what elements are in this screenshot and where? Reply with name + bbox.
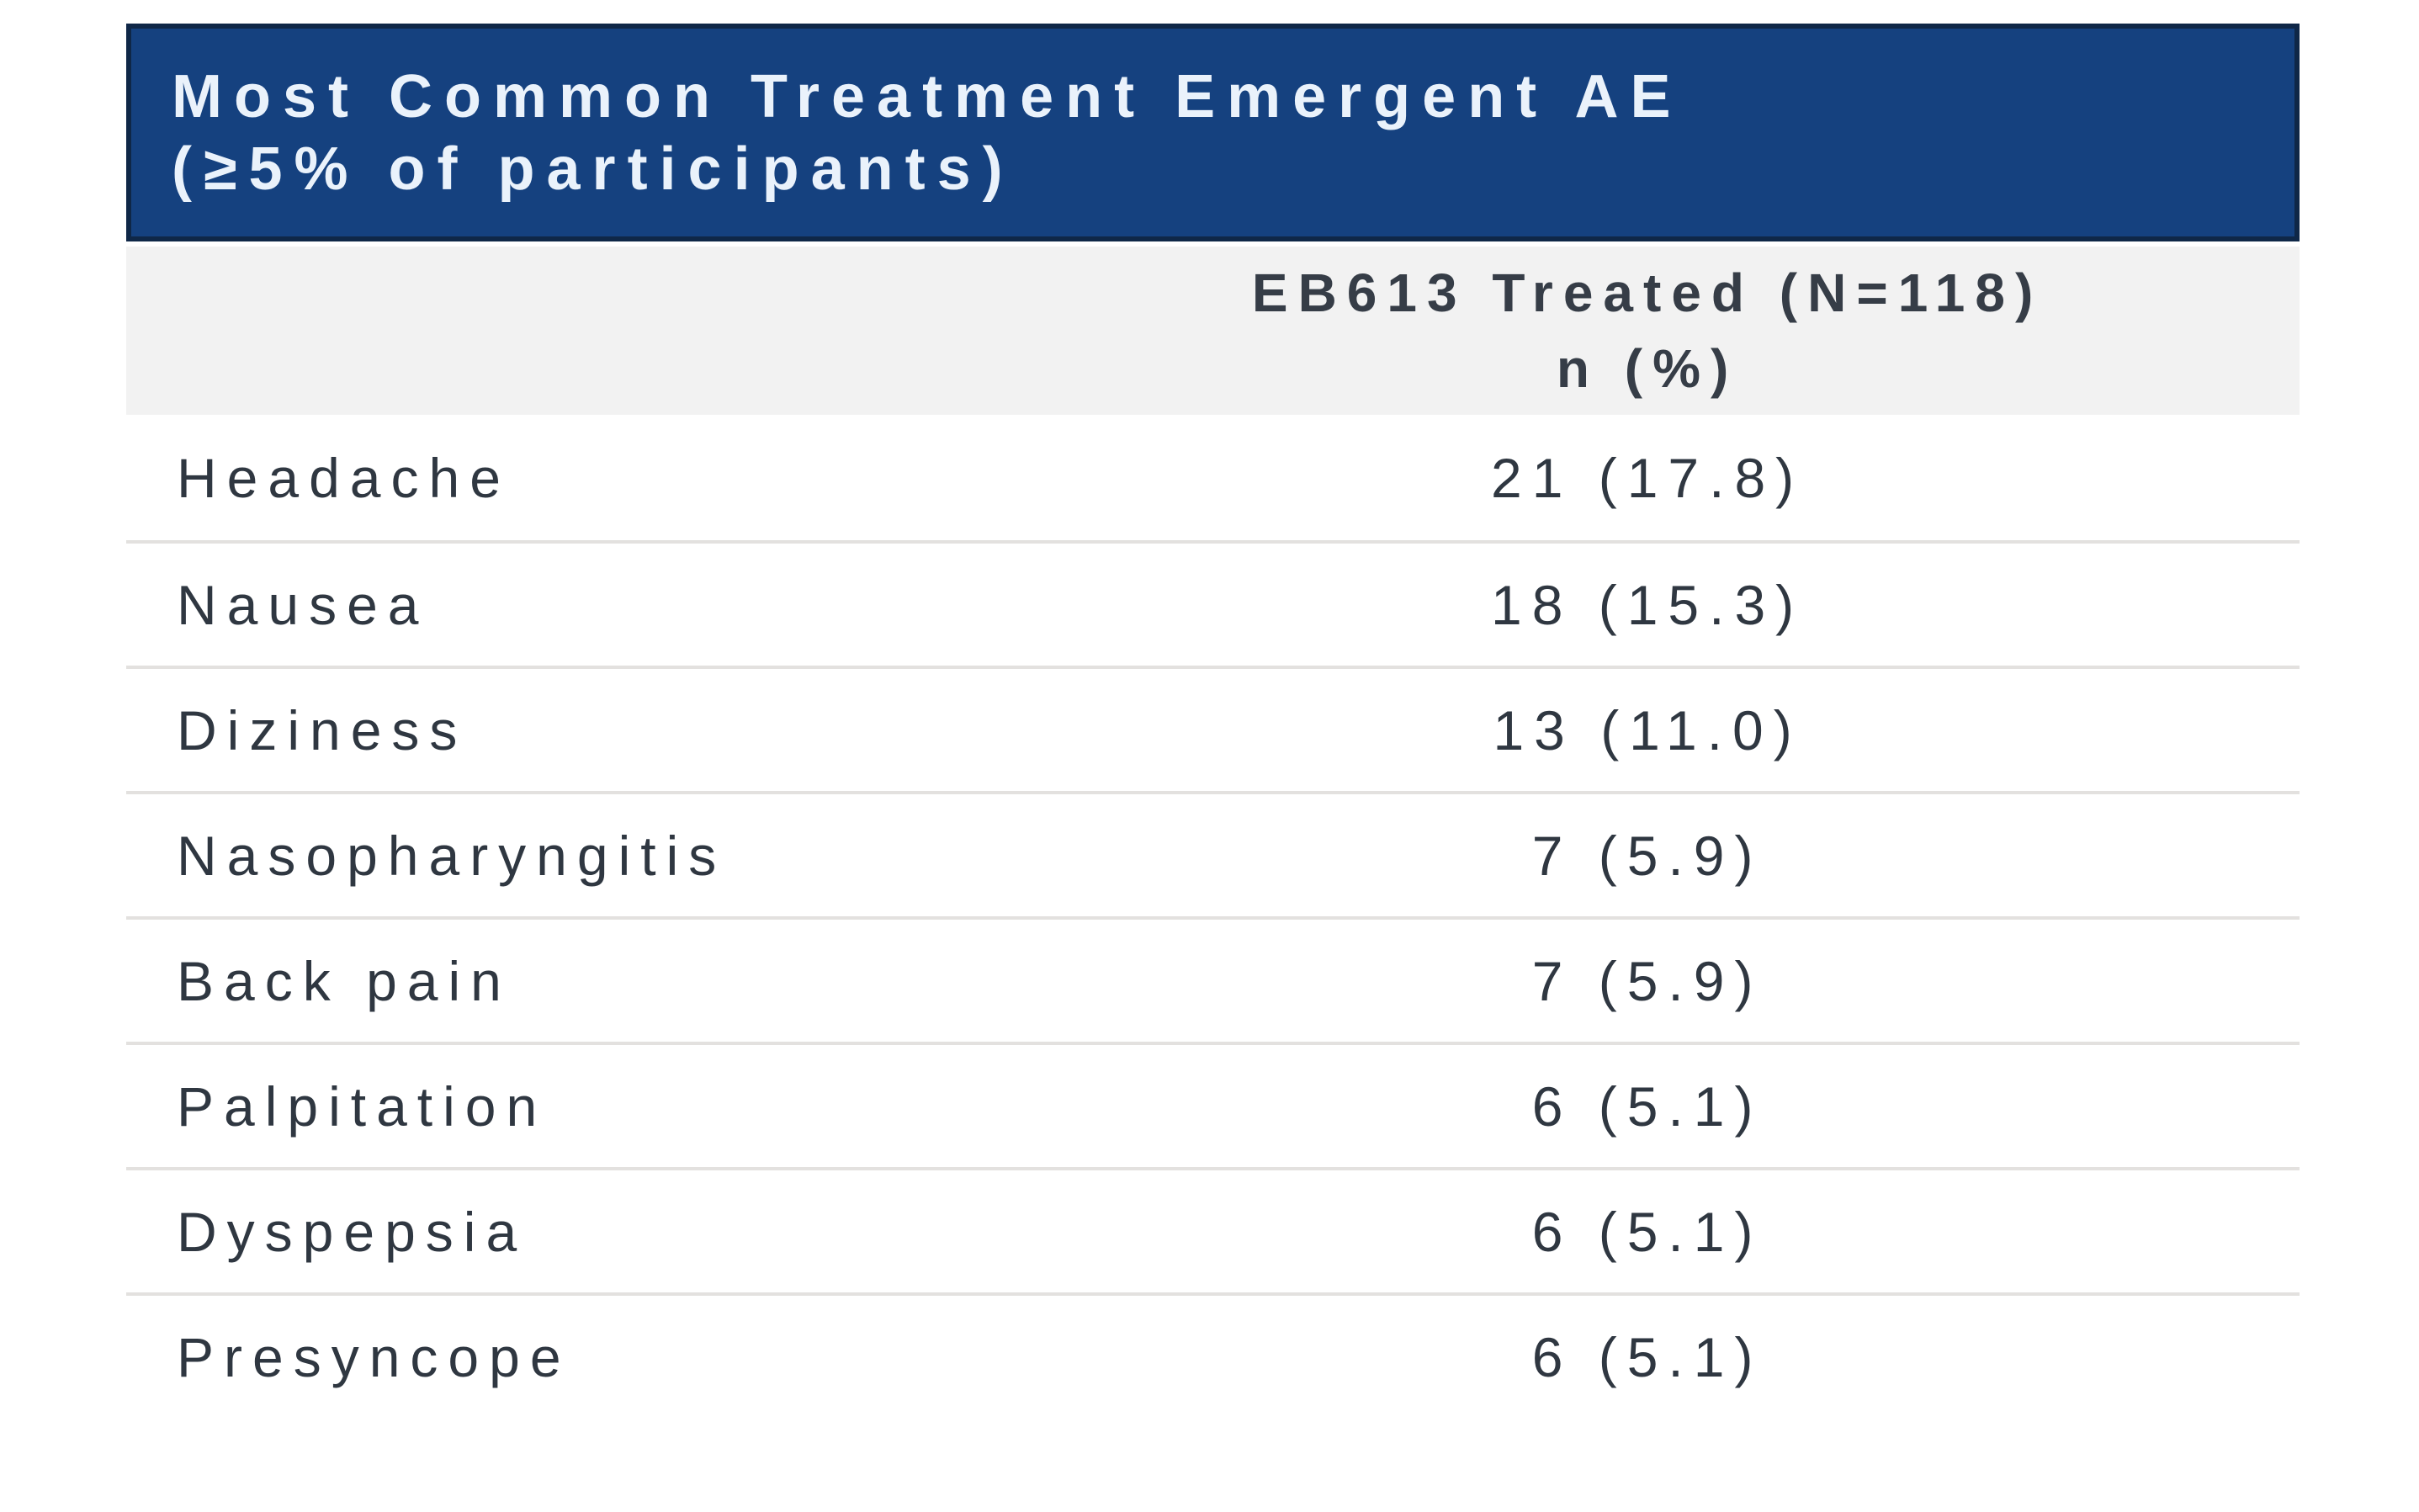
table-title-line1: Most Common Treatment Emergent AE	[172, 62, 1683, 130]
row-label: Dyspepsia	[177, 1200, 528, 1263]
row-value: 6 (5.1)	[1531, 1200, 1764, 1263]
table-row: Presyncope 6 (5.1)	[126, 1292, 2300, 1418]
row-label: Nausea	[177, 573, 429, 636]
table-row: Nasopharyngitis 7 (5.9)	[126, 791, 2300, 916]
row-label: Presyncope	[177, 1325, 571, 1388]
row-value: 7 (5.9)	[1531, 949, 1764, 1012]
table-row: Diziness 13 (11.0)	[126, 666, 2300, 791]
table-row: Headache 21 (17.8)	[126, 415, 2300, 540]
row-value: 6 (5.1)	[1531, 1074, 1764, 1138]
row-label: Back pain	[177, 949, 512, 1012]
table-title-bar: Most Common Treatment Emergent AE (≥5% o…	[126, 24, 2300, 241]
table-row: Dyspepsia 6 (5.1)	[126, 1167, 2300, 1292]
row-label: Diziness	[177, 698, 468, 761]
column-header: EB613 Treated (N=118) n (%)	[995, 255, 2300, 406]
row-value: 13 (11.0)	[1493, 698, 1802, 761]
table-row: Nausea 18 (15.3)	[126, 540, 2300, 666]
row-value: 7 (5.9)	[1531, 824, 1764, 887]
row-label: Headache	[177, 446, 511, 509]
row-label: Palpitation	[177, 1074, 548, 1138]
table-row: Palpitation 6 (5.1)	[126, 1042, 2300, 1167]
column-header-line1: EB613 Treated (N=118)	[1251, 263, 2044, 323]
column-header-row: EB613 Treated (N=118) n (%)	[126, 247, 2300, 415]
row-value: 6 (5.1)	[1531, 1325, 1764, 1388]
table-body: Headache 21 (17.8) Nausea 18 (15.3) Dizi…	[126, 415, 2300, 1418]
row-value: 18 (15.3)	[1491, 573, 1805, 636]
row-label: Nasopharyngitis	[177, 824, 727, 887]
row-value: 21 (17.8)	[1491, 446, 1805, 509]
table-title-line2: (≥5% of participants)	[172, 135, 1015, 203]
column-header-line2: n (%)	[1556, 338, 1739, 399]
adverse-events-table: Most Common Treatment Emergent AE (≥5% o…	[126, 24, 2300, 1418]
table-row: Back pain 7 (5.9)	[126, 916, 2300, 1042]
